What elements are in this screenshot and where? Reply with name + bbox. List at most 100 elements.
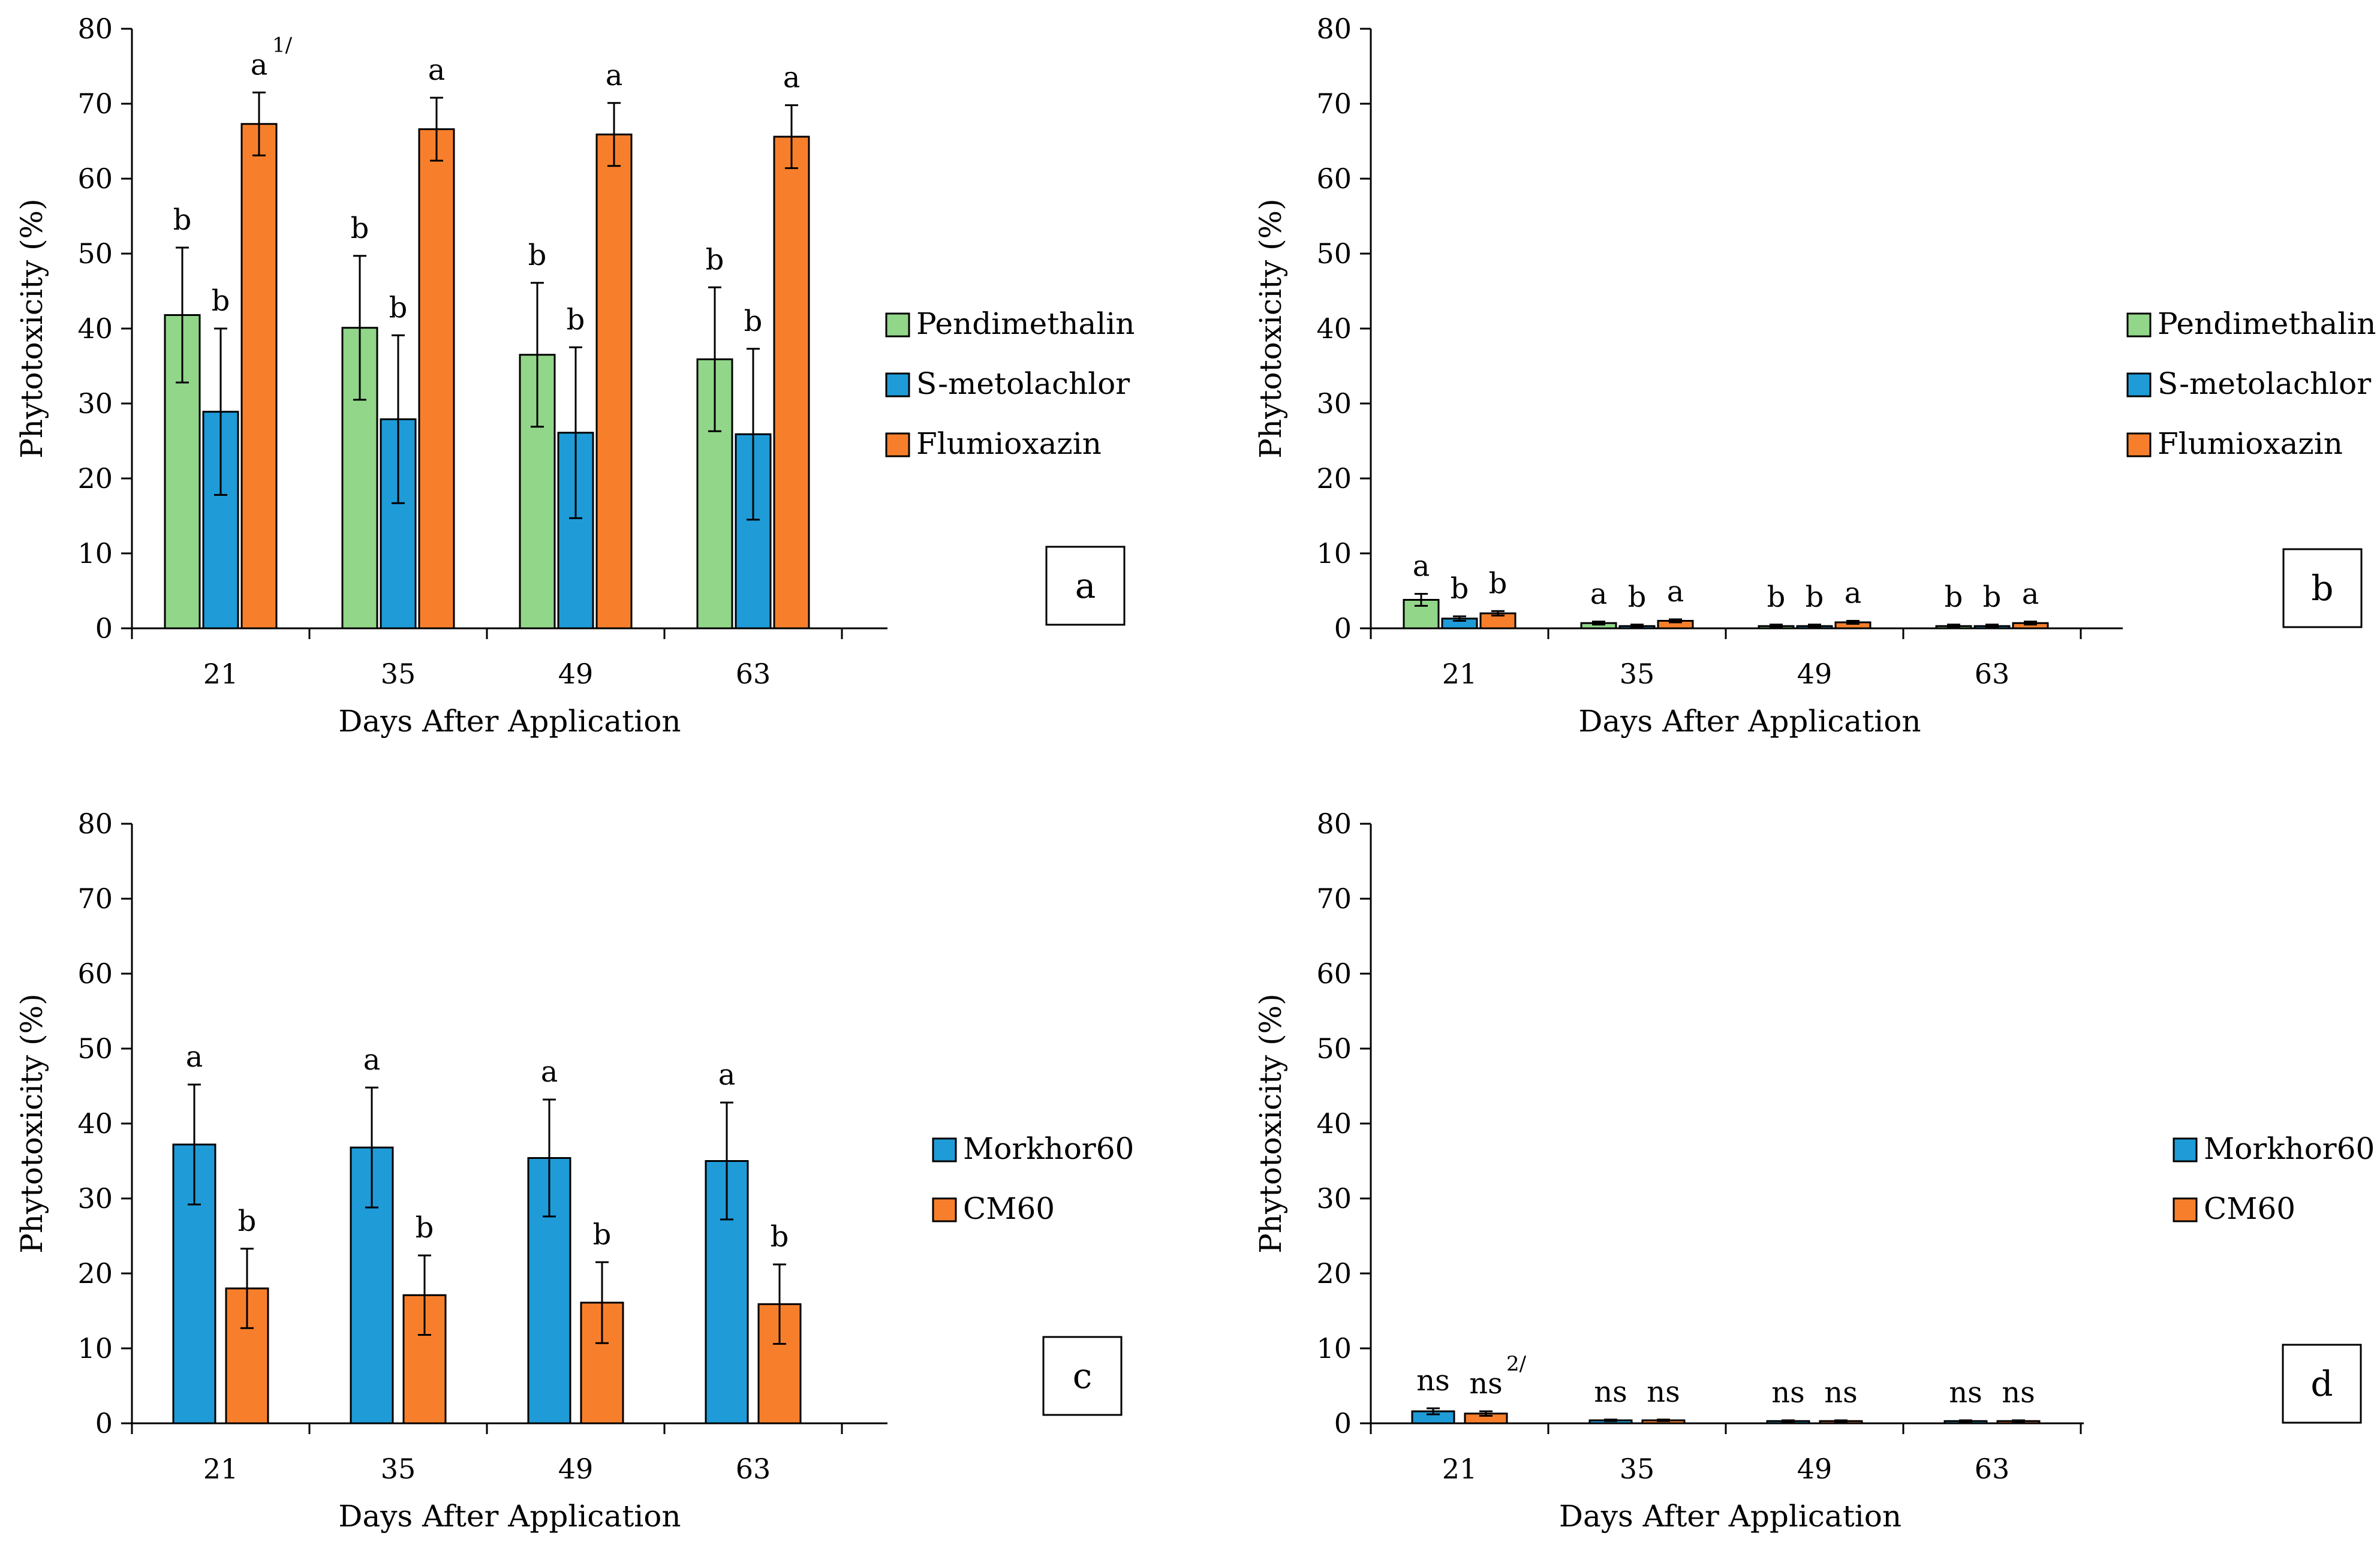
significance-letter: b xyxy=(1806,580,1824,614)
significance-letter: b xyxy=(416,1211,434,1245)
x-tick-label: 49 xyxy=(1797,1453,1833,1485)
significance-letter: a xyxy=(1590,577,1608,611)
x-tick-label: 63 xyxy=(1975,658,2010,690)
x-tick-label: 63 xyxy=(736,658,771,690)
significance-letter: b xyxy=(238,1204,257,1238)
legend-swatch-pendimethalin xyxy=(2126,312,2152,338)
significance-letter: a xyxy=(606,59,623,92)
y-tick-label: 60 xyxy=(1316,162,1352,195)
y-tick-label: 70 xyxy=(1316,883,1352,915)
x-tick-label: 35 xyxy=(1620,658,1655,690)
chart-panel-c: 0 10 20 30 40 50 60 70 80 21 a b 35 a b 49 a b 63 a b Days Af… xyxy=(14,808,1134,1534)
x-axis-title: Days After Application xyxy=(1559,1499,1901,1534)
x-tick-label: 21 xyxy=(1442,1453,1478,1485)
bar-pendimethalin-21 xyxy=(164,314,201,630)
significance-letter: ns xyxy=(1824,1376,1858,1410)
significance-letter: b xyxy=(771,1220,789,1254)
y-tick-label: 0 xyxy=(1334,1407,1352,1439)
y-tick-label: 10 xyxy=(77,1332,113,1365)
significance-letter: a xyxy=(718,1058,736,1092)
x-tick-label: 49 xyxy=(558,658,594,690)
y-tick-label: 60 xyxy=(77,162,113,195)
legend-swatch-cm60 xyxy=(2173,1197,2198,1222)
legend-swatch-s-metolachlor xyxy=(2126,372,2152,397)
significance-letter: b xyxy=(389,291,408,324)
y-tick-label: 20 xyxy=(1316,462,1352,495)
y-tick-label: 80 xyxy=(1316,808,1352,840)
legend-swatch-flumioxazin xyxy=(2126,432,2152,457)
panel-label: b xyxy=(2311,568,2333,609)
y-tick-label: 50 xyxy=(77,237,113,270)
x-axis-title: Days After Application xyxy=(338,704,681,739)
legend-swatch-flumioxazin xyxy=(885,432,910,457)
x-axis-title: Days After Application xyxy=(338,1499,681,1534)
legend-label-morkhor60: Morkhor60 xyxy=(2204,1131,2375,1166)
x-tick-label: 63 xyxy=(736,1453,771,1485)
significance-letter: a xyxy=(541,1055,558,1089)
legend-label-s-metolachlor: S-metolachlor xyxy=(916,366,1130,401)
y-tick-label: 0 xyxy=(1334,612,1352,645)
y-axis-title: Phytotoxicity (%) xyxy=(14,198,49,458)
panel-label: c xyxy=(1073,1356,1092,1396)
significance-letter: a xyxy=(363,1043,381,1077)
significance-letter: a xyxy=(783,61,801,95)
footnote-marker: 1/ xyxy=(272,33,293,57)
legend-label-flumioxazin: Flumioxazin xyxy=(916,426,1102,461)
significance-letter: ns xyxy=(2002,1376,2035,1410)
significance-letter: a xyxy=(2022,577,2039,611)
x-tick-label: 21 xyxy=(1442,658,1478,690)
significance-letter: b xyxy=(1628,580,1647,614)
significance-letter: b xyxy=(744,305,763,338)
significance-letter: a xyxy=(1845,577,1862,610)
y-tick-label: 20 xyxy=(1316,1257,1352,1290)
significance-letter: ns xyxy=(1416,1364,1450,1398)
significance-letter: ns xyxy=(1647,1375,1680,1409)
x-axis-title: Days After Application xyxy=(1578,704,1921,739)
y-axis-title: Phytotoxicity (%) xyxy=(1253,993,1288,1253)
panel-label-box xyxy=(2282,548,2363,628)
y-tick-label: 50 xyxy=(1316,237,1352,270)
y-tick-label: 60 xyxy=(1316,957,1352,990)
y-tick-label: 40 xyxy=(77,1107,113,1140)
x-tick-label: 21 xyxy=(203,658,239,690)
y-tick-label: 30 xyxy=(1316,387,1352,420)
y-tick-label: 70 xyxy=(1316,88,1352,120)
x-tick-label: 35 xyxy=(381,658,416,690)
y-tick-label: 70 xyxy=(77,883,113,915)
significance-letter: a xyxy=(186,1040,203,1074)
y-tick-label: 60 xyxy=(77,957,113,990)
bar-flumioxazin-63 xyxy=(773,135,810,630)
significance-letter: a xyxy=(428,53,446,87)
significance-letter: ns xyxy=(1469,1367,1503,1401)
legend-label-cm60: CM60 xyxy=(963,1191,1055,1226)
significance-letter: b xyxy=(706,243,724,276)
significance-letter: ns xyxy=(1771,1376,1805,1410)
significance-letter: b xyxy=(212,284,230,318)
significance-letter: ns xyxy=(1594,1375,1627,1409)
y-tick-label: 30 xyxy=(77,387,113,420)
x-tick-label: 21 xyxy=(203,1453,239,1485)
y-tick-label: 80 xyxy=(1316,13,1352,45)
legend-swatch-s-metolachlor xyxy=(885,372,910,397)
legend-label-cm60: CM60 xyxy=(2204,1191,2295,1226)
y-axis-title: Phytotoxicity (%) xyxy=(14,993,49,1253)
panel-label-box xyxy=(2282,1344,2362,1424)
significance-letter: b xyxy=(1983,580,2002,614)
legend-swatch-morkhor60 xyxy=(932,1137,957,1163)
footnote-marker: 2/ xyxy=(1506,1352,1527,1376)
panel-label-box xyxy=(1042,1336,1123,1416)
significance-letter: b xyxy=(1451,572,1469,606)
y-tick-label: 0 xyxy=(95,612,113,645)
y-tick-label: 50 xyxy=(77,1032,113,1065)
chart-panel-a: 0102030405060708021bba1/35bba49bba63bbaD… xyxy=(14,13,1135,739)
y-tick-label: 10 xyxy=(77,537,113,570)
x-tick-label: 35 xyxy=(381,1453,416,1485)
y-tick-label: 40 xyxy=(77,312,113,345)
y-tick-label: 20 xyxy=(77,1257,113,1290)
x-tick-label: 63 xyxy=(1975,1453,2010,1485)
y-tick-label: 0 xyxy=(95,1407,113,1439)
x-tick-label: 49 xyxy=(558,1453,594,1485)
